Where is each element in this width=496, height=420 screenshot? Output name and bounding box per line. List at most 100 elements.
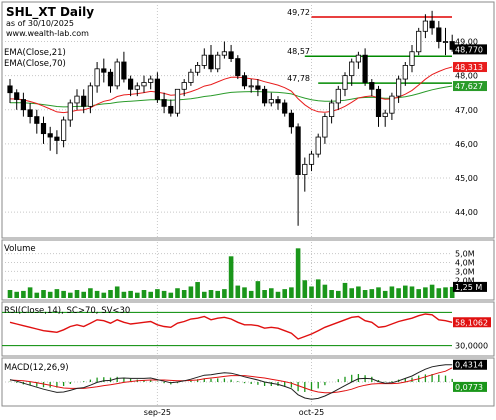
volume-bar	[47, 291, 53, 298]
volume-ytick-label: 4,0M	[455, 259, 475, 268]
volume-bar	[175, 288, 180, 298]
macd-last-tag: 0,4314	[455, 361, 483, 370]
volume-bar	[41, 290, 46, 298]
volume-bar	[362, 290, 368, 298]
volume-bar	[336, 290, 341, 298]
price-ytick-label: 44,00	[455, 208, 478, 217]
candle-up	[349, 61, 355, 77]
rsi-panel-frame	[1, 301, 495, 357]
level-label: 49,72	[287, 8, 310, 17]
volume-bar	[14, 291, 19, 298]
price-ytick-label: 45,00	[455, 174, 478, 183]
candle-down	[161, 99, 167, 107]
candle-up	[114, 61, 120, 87]
volume-last-tag: 1,25 M	[455, 283, 482, 292]
candle-up	[248, 85, 254, 88]
volume-bar	[315, 279, 321, 298]
candle-up	[268, 99, 274, 104]
candle-up	[308, 153, 315, 165]
volume-bar	[235, 285, 241, 298]
volume-ytick-label: 2,0M	[455, 276, 475, 285]
candle-down	[154, 78, 160, 100]
candle-down	[20, 99, 27, 111]
candle-layer	[7, 10, 455, 226]
volume-bar	[262, 290, 267, 298]
rsi-last-tag-bg	[453, 317, 491, 328]
candle-up	[402, 65, 408, 80]
candle-down	[362, 54, 368, 83]
volume-bar	[349, 288, 354, 298]
price-ytick-label: 47,00	[455, 106, 478, 115]
candle-down	[47, 133, 53, 138]
candle-up	[87, 85, 93, 107]
volume-bar	[416, 289, 421, 298]
chart-title: SHL_XT Daily	[6, 5, 94, 20]
volume-bar	[436, 288, 442, 298]
candle-up	[61, 119, 67, 141]
rsi-layer	[2, 311, 453, 347]
candle-down	[275, 99, 281, 104]
volume-ytick-label: 3,0M	[455, 267, 475, 276]
candle-down	[208, 54, 214, 70]
macd-hist-tag-bg	[453, 381, 487, 392]
ema21-tag: 48,313	[455, 63, 483, 72]
volume-bar	[449, 286, 455, 298]
last-price-tag: 48,770	[455, 45, 483, 54]
candle-down	[241, 75, 248, 87]
volume-bar	[21, 290, 26, 298]
volume-bar	[208, 290, 214, 298]
candle-up	[148, 78, 154, 83]
volume-bar	[215, 290, 220, 298]
candle-up	[422, 20, 429, 32]
volume-bar	[382, 290, 388, 298]
volume-bar	[68, 292, 73, 298]
price-panel-frame	[1, 1, 495, 239]
candle-down	[40, 123, 47, 135]
volume-bar	[168, 292, 174, 298]
volume-bar	[342, 282, 348, 298]
candle-up	[174, 88, 181, 114]
candle-up	[302, 163, 308, 175]
candle-up	[389, 95, 395, 114]
level-label: 47,78	[287, 74, 310, 83]
candle-down	[54, 136, 60, 141]
candle-up	[442, 41, 449, 43]
volume-bar	[282, 289, 287, 298]
candle-down	[107, 71, 114, 87]
volume-bar	[188, 286, 194, 298]
rsi-line	[9, 313, 453, 340]
candle-up	[335, 88, 341, 104]
rsi-ytick-label: 30,0000	[455, 342, 488, 351]
volume-bar	[376, 287, 381, 298]
candle-up	[315, 136, 321, 155]
macd-layer	[9, 364, 453, 400]
volume-bar	[155, 289, 160, 298]
candle-down	[34, 116, 40, 124]
volume-bar	[81, 291, 86, 298]
volume-bar	[269, 288, 274, 298]
candle-up	[382, 112, 388, 117]
ema70-tag-bg	[453, 81, 487, 92]
volume-bar	[248, 290, 254, 298]
candle-up	[342, 75, 348, 90]
candle-down	[7, 85, 13, 94]
candle-up	[215, 54, 221, 70]
volume-bar	[429, 284, 435, 298]
volume-bar	[403, 285, 408, 298]
candle-down	[261, 88, 268, 104]
macd-last-tag-bg	[453, 359, 487, 370]
candle-down	[101, 68, 107, 73]
candle-up	[221, 51, 227, 56]
candle-up	[181, 82, 187, 90]
volume-title: Volume	[4, 244, 36, 254]
last-price-tag-bg	[453, 44, 487, 55]
candle-up	[67, 102, 73, 121]
chart-asof: as of 30/10/2025	[6, 19, 74, 28]
volume-ytick-label: 5,0M	[455, 250, 475, 259]
volume-bar	[101, 292, 107, 298]
volume-bar	[228, 256, 234, 298]
candle-down	[121, 61, 127, 80]
volume-bar	[369, 289, 375, 298]
price-ytick-label: 46,00	[455, 140, 478, 149]
